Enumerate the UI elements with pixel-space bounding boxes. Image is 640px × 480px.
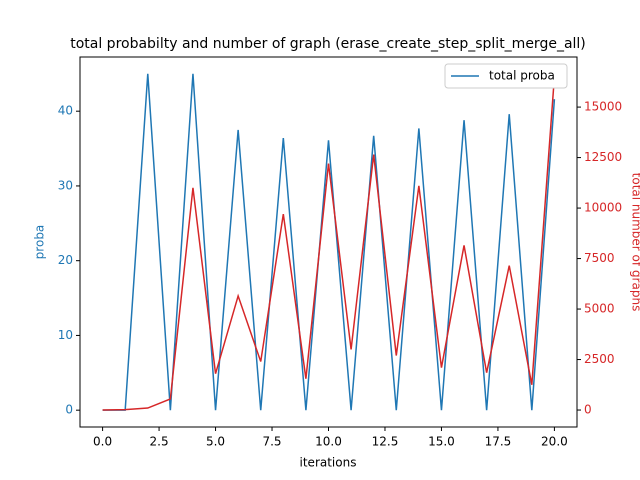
y-tick-label: 10 — [58, 328, 73, 342]
x-tick-label: 10.0 — [315, 435, 342, 449]
x-axis-label: iterations — [300, 456, 357, 470]
x-tick-label: 20.0 — [541, 435, 568, 449]
x-tick-label: 17.5 — [485, 435, 512, 449]
x-tick-label: 5.0 — [206, 435, 225, 449]
x-tick-label: 0.0 — [93, 435, 112, 449]
y2-tick-label: 10000 — [584, 201, 622, 215]
y-tick-label: 0 — [65, 403, 73, 417]
y2-tick-label: 12500 — [584, 150, 622, 164]
legend-label: total proba — [489, 69, 555, 83]
y-tick-label: 20 — [58, 253, 73, 267]
series-line — [102, 76, 556, 411]
x-tick-label: 7.5 — [262, 435, 281, 449]
y2-tick-label: 15000 — [584, 100, 622, 114]
chart-title: total probabilty and number of graph (er… — [70, 36, 586, 52]
y2-tick-label: 5000 — [584, 302, 615, 316]
legend-box — [444, 63, 568, 89]
y2-tick-label: 2500 — [584, 352, 615, 366]
x-tick-label: 12.5 — [372, 435, 399, 449]
plot-frame — [79, 56, 578, 428]
y-axis-label: proba — [33, 225, 47, 260]
x-tick-label: 2.5 — [150, 435, 169, 449]
series-line — [102, 73, 556, 411]
y-tick-label: 30 — [58, 178, 73, 192]
y2-tick-label: 0 — [584, 403, 592, 417]
y2-tick-label: 7500 — [584, 251, 615, 265]
y2-axis-label: total number of graphs — [630, 173, 640, 312]
y-tick-label: 40 — [58, 104, 73, 118]
x-tick-label: 15.0 — [428, 435, 455, 449]
